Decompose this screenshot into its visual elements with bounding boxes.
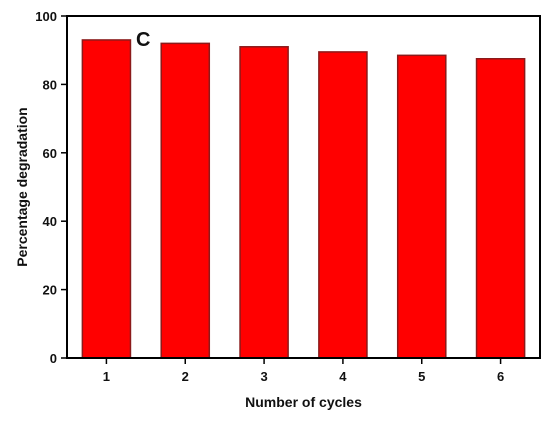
x-tick-label: 3 [260,369,267,384]
bar-cycle-6 [475,58,526,359]
x-tick-label: 1 [103,369,110,384]
bars-group [81,39,526,359]
bar-cycle-2 [160,42,211,359]
y-tick-label: 80 [43,77,57,92]
bar-cycle-5 [396,54,447,359]
bar-cycle-1 [81,39,132,359]
bar-cycle-3 [239,46,289,359]
y-tick-label: 0 [50,351,57,366]
x-axis-title: Number of cycles [245,394,362,410]
x-axis-ticks: 1 2 3 4 5 6 [103,358,504,384]
y-axis-ticks: 0 20 40 60 80 100 [35,9,67,366]
x-tick-label: 6 [497,369,504,384]
y-tick-label: 40 [43,214,57,229]
panel-label: C [136,29,150,51]
y-tick-label: 100 [35,9,57,24]
bar-cycle-4 [318,51,368,359]
plot-frame [66,15,541,359]
x-tick-label: 5 [418,369,425,384]
y-tick-label: 20 [43,283,57,298]
y-tick-label: 60 [43,146,57,161]
x-tick-label: 2 [182,369,189,384]
x-tick-label: 4 [339,369,347,384]
y-axis-title: Percentage degradation [14,107,30,267]
